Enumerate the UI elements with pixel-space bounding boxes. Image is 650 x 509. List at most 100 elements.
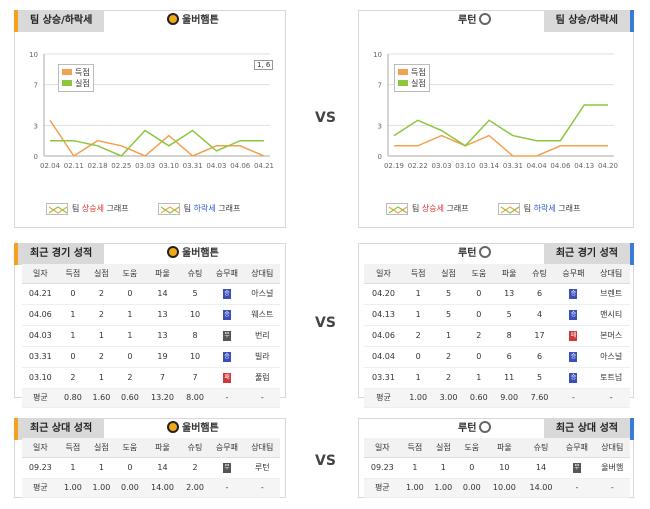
- table-cell: 2: [87, 304, 116, 326]
- table-cell: 1: [433, 325, 464, 347]
- column-header: 득점: [58, 264, 88, 284]
- table-cell: 17: [524, 325, 555, 347]
- table-cell: 6: [524, 283, 555, 305]
- table-cell: 루턴: [244, 457, 280, 479]
- column-header: 승무패: [209, 438, 245, 458]
- recent-title-left: 최근 경기 성적: [14, 243, 105, 265]
- result-cell: 무: [559, 457, 595, 479]
- table-cell: 아스널: [592, 346, 630, 368]
- table-cell: 10: [180, 304, 210, 326]
- legend-concede: 실점: [62, 78, 90, 89]
- x-tick-label: 02.19: [384, 162, 404, 170]
- x-tick-label: 03.03: [135, 162, 155, 170]
- trend-header-right: 루턴 팀 상승/하락세: [358, 10, 634, 32]
- average-cell: 7.60: [524, 388, 555, 408]
- recent-table-left: 일자 득점 실점 도움 파울 슈팅 승무패 상대팀 04.21 0 2 0 14 5 승 아스널 04.06 1 2…: [22, 264, 280, 408]
- luton-crest-icon: [479, 13, 492, 25]
- table-cell: 1: [115, 325, 145, 347]
- table-row: 04.21 0 2 0 14 5 승 아스널: [22, 283, 280, 305]
- x-tick-label: 04.21: [254, 162, 274, 170]
- legend-score: 득점: [398, 67, 426, 78]
- down-graph-icon: [157, 202, 180, 215]
- trend-chart-right: 0 3 7 10 02.19 02.22 03.03 03.10 03.14 03.31 04.04…: [368, 48, 624, 186]
- table-cell: 13: [144, 325, 181, 347]
- table-row: 03.10 2 1 2 7 7 패 풀럼: [22, 367, 280, 389]
- vs-label-1: VS: [315, 110, 336, 126]
- table-row: 03.31 1 2 1 11 5 승 토트넘: [364, 367, 630, 389]
- table-cell: 0: [115, 283, 145, 305]
- table-cell: 6: [494, 346, 525, 368]
- x-tick-label: 02.25: [111, 162, 131, 170]
- concede-swatch: [398, 80, 408, 86]
- result-badge-icon: 승: [222, 352, 231, 362]
- column-header: 슈팅: [180, 438, 210, 458]
- recent-header-left: 최근 경기 성적 울버햄튼: [14, 243, 286, 265]
- guide-up-prefix: 팀: [412, 204, 422, 213]
- y-tick-label: 0: [34, 153, 38, 161]
- legend-concede-label: 실점: [75, 79, 90, 88]
- vs-label-2: VS: [315, 315, 336, 331]
- trend-team-name-right: 루턴: [458, 15, 477, 26]
- table-cell: 11: [494, 367, 525, 389]
- column-header: 슈팅: [524, 264, 555, 284]
- recent-team-name-right: 루턴: [458, 248, 477, 259]
- table-cell: 04.03: [22, 325, 59, 347]
- down-graph-icon: [497, 202, 520, 215]
- column-header: 실점: [87, 438, 116, 458]
- average-cell: 8.00: [180, 388, 210, 408]
- x-tick-label: 04.20: [598, 162, 618, 170]
- x-tick-label: 04.06: [230, 162, 251, 170]
- legend-concede-label: 실점: [411, 79, 426, 88]
- table-header-row: 일자 득점 실점 도움 파울 슈팅 승무패 상대팀: [22, 438, 280, 458]
- x-tick-label: 04.13: [574, 162, 594, 170]
- column-header: 승무패: [209, 264, 245, 284]
- column-header: 슈팅: [180, 264, 210, 284]
- recent-table-right: 일자 득점 실점 도움 파울 슈팅 승무패 상대팀 04.20 1 5 0 13 6 승 브렌트 04.13 1 5…: [364, 264, 630, 408]
- trend-panel-right: [358, 10, 634, 228]
- h2h-table-right: 일자 득점 실점 도움 파울 슈팅 승무패 상대팀 09.23 1 1 0 10 14 무 울버햄 평균 1.00…: [364, 438, 630, 498]
- average-cell: 0.00: [457, 478, 487, 498]
- column-header: 상대팀: [244, 264, 280, 284]
- y-tick-label: 10: [373, 51, 382, 59]
- result-cell: 승: [554, 304, 593, 326]
- x-tick-label: 03.31: [183, 162, 203, 170]
- y-tick-label: 10: [29, 51, 38, 59]
- guide-down-prefix: 팀: [183, 204, 194, 213]
- table-cell: 03.31: [364, 367, 404, 389]
- result-badge-icon: 무: [222, 463, 231, 473]
- guide-up-suffix: 그래프: [444, 204, 469, 213]
- average-cell: 평균: [364, 388, 404, 408]
- h2h-title-left: 최근 상대 성적: [14, 418, 105, 440]
- series-line-score: [394, 134, 608, 157]
- vs-label-3: VS: [315, 453, 336, 469]
- average-cell: 1.00: [87, 478, 116, 498]
- table-cell: 2: [180, 457, 210, 479]
- column-header: 실점: [87, 264, 116, 284]
- trend-legend-right: 득점 실점: [394, 64, 430, 92]
- table-cell: 웨스트: [244, 304, 280, 326]
- table-cell: 5: [524, 367, 555, 389]
- table-cell: 5: [433, 304, 464, 326]
- table-cell: 1: [463, 367, 494, 389]
- average-cell: -: [594, 478, 630, 498]
- result-cell: 패: [554, 325, 593, 347]
- result-badge-icon: 패: [569, 331, 578, 341]
- legend-concede: 실점: [398, 78, 426, 89]
- average-cell: 10.00: [486, 478, 523, 498]
- average-cell: 0.60: [115, 388, 145, 408]
- column-header: 실점: [429, 438, 458, 458]
- table-cell: 14: [144, 457, 181, 479]
- luton-crest-icon: [479, 421, 492, 433]
- guide-up-suffix: 그래프: [104, 204, 129, 213]
- average-cell: -: [592, 388, 630, 408]
- recent-team-left: 울버햄튼: [164, 243, 219, 265]
- recent-header-right: 루턴 최근 경기 성적: [358, 243, 634, 265]
- table-cell: 1: [403, 367, 434, 389]
- table-cell: 04.06: [22, 304, 59, 326]
- table-cell: 1: [58, 457, 88, 479]
- table-cell: 7: [180, 367, 210, 389]
- average-cell: -: [244, 388, 280, 408]
- table-cell: 8: [180, 325, 210, 347]
- guide-down-suffix: 그래프: [555, 204, 581, 213]
- trend-guide-left: 팀 상승세 그래프 팀 하락세 그래프: [46, 201, 240, 217]
